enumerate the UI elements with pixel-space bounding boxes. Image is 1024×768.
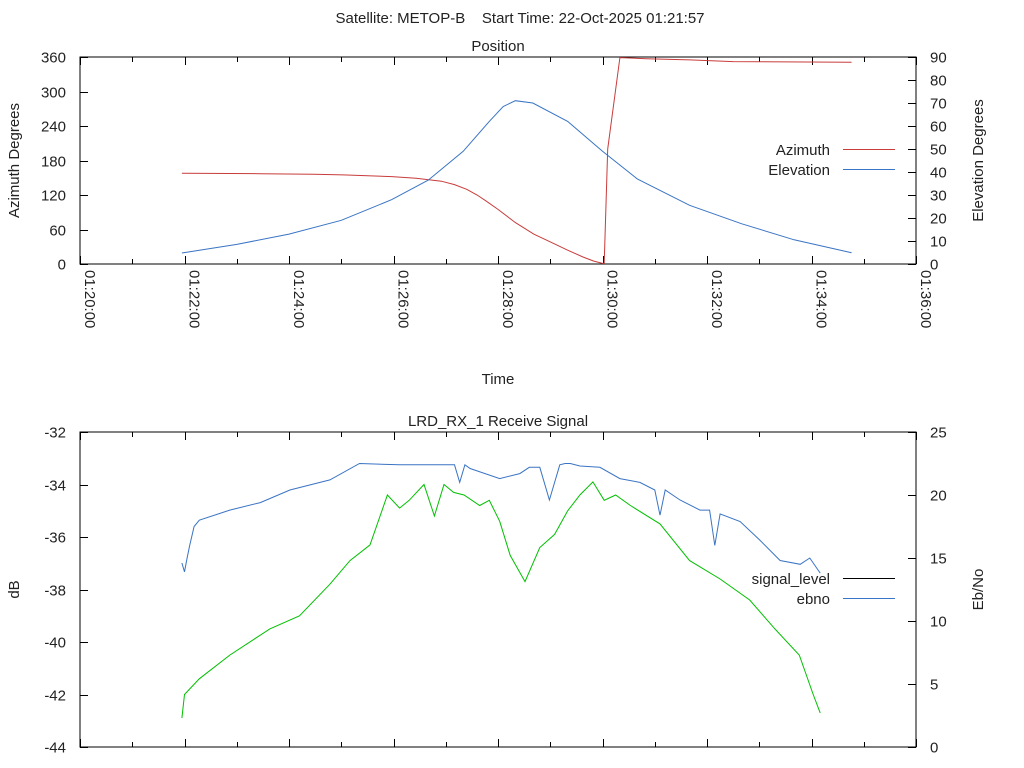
y-axis-label: dB	[6, 580, 23, 598]
y2-tick-label: 40	[930, 165, 947, 182]
y2-axis-label: Elevation Degrees	[970, 99, 987, 222]
y2-tick-label: 60	[930, 119, 947, 136]
x-axis-label: Time	[482, 371, 515, 388]
x-tick-label: 01:20:00	[81, 270, 98, 328]
y2-tick-label: 20	[930, 488, 947, 505]
figure-title: Satellite: METOP-B Start Time: 22-Oct-20…	[335, 10, 704, 27]
y2-tick-label: 10	[930, 234, 947, 251]
x-tick-label: 01:36:00	[917, 270, 934, 328]
y-tick-label: 180	[41, 154, 66, 171]
series-line-signal-level	[181, 481, 821, 719]
y2-tick-label: 90	[930, 50, 947, 67]
series-line-ebno	[181, 462, 821, 574]
y2-tick-label: 25	[930, 425, 947, 442]
legend-label: Elevation	[768, 162, 830, 179]
x-tick-label: 01:22:00	[186, 270, 203, 328]
y2-tick-label: 20	[930, 211, 947, 228]
y2-tick-label: 5	[930, 677, 938, 694]
y2-tick-label: 10	[930, 614, 947, 631]
y2-tick-label: 15	[930, 551, 947, 568]
y-tick-label: 240	[41, 119, 66, 136]
y2-tick-label: 80	[930, 73, 947, 90]
y-tick-label: 120	[41, 188, 66, 205]
y-axis-label: Azimuth Degrees	[6, 103, 23, 218]
plot-title: LRD_RX_1 Receive Signal	[408, 413, 588, 430]
legend-label: signal_level	[752, 571, 830, 588]
y-tick-label: -42	[44, 688, 66, 705]
plot-border	[79, 431, 917, 748]
x-tick-label: 01:28:00	[499, 270, 516, 328]
y-tick-label: 360	[41, 50, 66, 67]
receive-signal-plot: LRD_RX_1 Receive Signal -44 -42 -40 -38 -36 -3…	[6, 413, 987, 757]
x-tick-label: 01:32:00	[708, 270, 725, 328]
x-tick-label: 01:24:00	[290, 270, 307, 328]
y2-tick-label: 0	[930, 257, 938, 274]
y-tick-label: -40	[44, 635, 66, 652]
y-tick-label: -36	[44, 530, 66, 547]
series-line-elevation	[181, 100, 852, 254]
y-tick-label: -32	[44, 425, 66, 442]
legend-label: ebno	[797, 591, 830, 608]
legend-label: Azimuth	[776, 142, 830, 159]
x-tick-label: 01:34:00	[813, 270, 830, 328]
y-tick-label: -38	[44, 583, 66, 600]
plot-border	[79, 56, 917, 265]
plot-title: Position	[471, 38, 524, 55]
y-tick-label: 300	[41, 85, 66, 102]
x-tick-label: 01:26:00	[395, 270, 412, 328]
position-plot: Position 01:20:00 01:22:00 01:24:00 01:26:00…	[6, 38, 987, 388]
y-tick-label: 60	[49, 223, 66, 240]
y2-tick-label: 30	[930, 188, 947, 205]
x-tick-label: 01:30:00	[604, 270, 621, 328]
series-line-azimuth	[181, 57, 852, 264]
y2-tick-label: 0	[930, 740, 938, 757]
y-tick-label: 0	[58, 257, 66, 274]
y2-tick-label: 70	[930, 96, 947, 113]
y2-tick-label: 50	[930, 142, 947, 159]
y-tick-label: -44	[44, 740, 66, 757]
y-tick-label: -34	[44, 478, 66, 495]
y2-axis-label: Eb/No	[970, 569, 987, 611]
